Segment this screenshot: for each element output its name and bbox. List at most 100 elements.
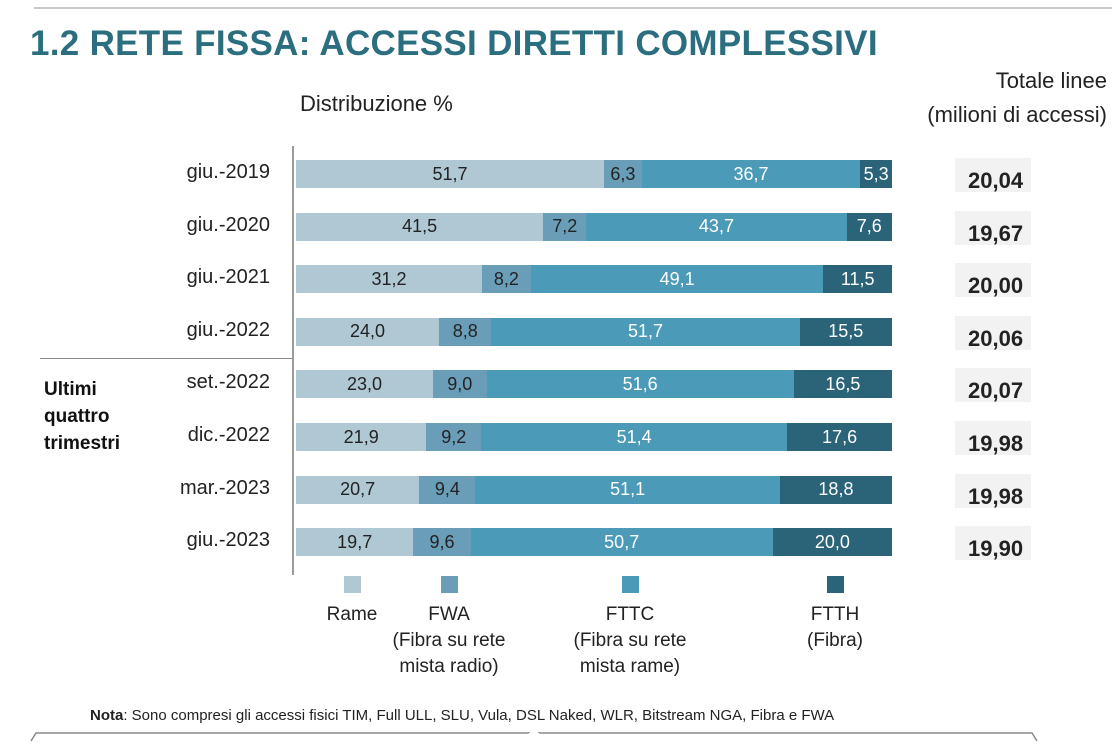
totals-header: Totale linee (milioni di accessi) xyxy=(862,64,1107,132)
data-label: 11,5 xyxy=(840,268,875,289)
category-label: giu.-2020 xyxy=(186,213,270,236)
data-label: 51,1 xyxy=(610,479,646,500)
data-label: 41,5 xyxy=(402,216,438,237)
legend-label-rame: Rame xyxy=(252,602,452,628)
total-value: 20,00 xyxy=(968,273,1024,299)
category-label: mar.-2023 xyxy=(179,476,270,499)
data-label: 21,9 xyxy=(343,426,379,447)
bar-segment-fttc: 50,7 xyxy=(470,528,773,557)
data-label: 23,0 xyxy=(346,373,382,394)
bar-segment-fwa: 7,2 xyxy=(543,212,587,241)
footnote-text: : Sono compresi gli accessi fisici TIM, … xyxy=(123,707,835,724)
total-box xyxy=(955,368,1031,403)
bar-segment-ftth: 20,0 xyxy=(772,528,892,557)
total-value: 20,07 xyxy=(968,378,1024,404)
category-label: giu.-2019 xyxy=(186,161,270,183)
bar-segment-fwa: 8,2 xyxy=(481,265,531,294)
total-value: 19,90 xyxy=(968,536,1024,562)
bar-segment-fwa: 9,6 xyxy=(413,528,471,557)
data-label: 6,3 xyxy=(610,163,636,184)
data-label: 50,7 xyxy=(604,531,640,552)
bar-segment-ftth: 16,5 xyxy=(793,370,892,399)
data-label: 36,7 xyxy=(733,163,769,184)
bar-segment-fttc: 51,4 xyxy=(481,423,788,451)
group-label-line-1: Ultimi xyxy=(44,379,97,400)
bar-segment-rame: 31,2 xyxy=(296,265,482,294)
legend-label-line: FTTH xyxy=(810,604,860,625)
data-label: 18,8 xyxy=(818,479,854,500)
bar-segment-ftth: 18,8 xyxy=(779,475,892,504)
data-label: 8,8 xyxy=(452,321,478,342)
top-rule xyxy=(34,7,1112,9)
total-value: 19,98 xyxy=(968,483,1024,509)
total-box xyxy=(955,526,1031,561)
total-box xyxy=(955,263,1031,298)
total-value: 20,04 xyxy=(968,168,1024,193)
bar-segment-ftth: 7,6 xyxy=(846,212,892,241)
legend-label-line: FTTC xyxy=(605,604,655,625)
legend-label-fttc: FTTC (Fibra su rete mista rame) xyxy=(530,602,730,680)
total-value: 20,06 xyxy=(968,325,1024,351)
bar-segment-ftth: 17,6 xyxy=(787,423,892,451)
category-label: set.-2022 xyxy=(186,371,270,394)
bar-segment-rame: 24,0 xyxy=(296,317,440,346)
stacked-bar: 21,9 9,2 51,4 17,6 xyxy=(296,423,892,451)
bar-segment-fwa: 8,8 xyxy=(439,317,492,346)
total-box xyxy=(955,315,1031,350)
data-label: 8,2 xyxy=(493,268,519,289)
group-label: Ultimi quattro trimestri xyxy=(44,376,120,457)
bar-segment-fttc: 51,6 xyxy=(486,370,794,399)
legend-label-line: Rame xyxy=(326,604,378,625)
stacked-bar: 24,0 8,8 51,7 15,5 xyxy=(296,317,892,346)
data-label: 51,7 xyxy=(432,163,468,184)
bar-segment-fwa: 9,0 xyxy=(432,370,487,399)
data-label: 5,3 xyxy=(863,163,889,184)
legend-label-line: FWA xyxy=(428,604,470,625)
data-label: 15,5 xyxy=(828,321,864,342)
bar-segment-fttc: 36,7 xyxy=(641,160,861,188)
data-label: 16,5 xyxy=(825,373,861,394)
footnote-label: Nota xyxy=(90,707,124,724)
data-label: 9,2 xyxy=(441,426,467,447)
data-label: 49,1 xyxy=(659,268,695,289)
stacked-bar: 23,0 9,0 51,6 16,5 xyxy=(296,370,892,399)
totals-header-line-2: (milioni di accessi) xyxy=(927,102,1107,127)
data-label: 19,7 xyxy=(337,531,373,552)
bar-segment-fttc: 43,7 xyxy=(586,212,847,241)
bar-segment-fwa: 9,2 xyxy=(426,423,482,451)
data-label: 51,6 xyxy=(622,373,658,394)
legend-swatch-ftth xyxy=(827,576,844,593)
footnote: Nota: Sono compresi gli accessi fisici T… xyxy=(90,707,834,724)
data-label: 51,7 xyxy=(628,321,664,342)
bar-segment-rame: 19,7 xyxy=(296,528,414,557)
totals-header-line-1: Totale linee xyxy=(995,68,1107,93)
bar-segment-rame: 51,7 xyxy=(296,160,605,188)
data-label: 31,2 xyxy=(371,268,407,289)
total-value: 19,98 xyxy=(968,431,1024,456)
bar-segment-fttc: 49,1 xyxy=(530,265,824,294)
group-label-line-2: quattro xyxy=(44,406,110,427)
stacked-bar: 41,5 7,2 43,7 7,6 xyxy=(296,212,892,241)
stacked-bar: 19,7 9,6 50,7 20,0 xyxy=(296,528,892,557)
total-box xyxy=(955,158,1031,192)
data-label: 51,4 xyxy=(616,426,652,447)
legend-label-ftth: FTTH (Fibra) xyxy=(735,602,935,654)
group-label-line-3: trimestri xyxy=(44,433,121,454)
legend-label-line: mista radio) xyxy=(399,656,499,677)
page-title: 1.2 RETE FISSA: ACCESSI DIRETTI COMPLESS… xyxy=(30,24,878,63)
bar-segment-ftth: 15,5 xyxy=(799,317,892,346)
data-label: 9,6 xyxy=(429,531,455,552)
bar-segment-rame: 21,9 xyxy=(296,423,427,451)
bar-segment-fttc: 51,1 xyxy=(475,475,780,504)
legend-swatch-rame xyxy=(344,576,361,593)
category-label: giu.-2021 xyxy=(186,266,270,289)
category-label: giu.-2023 xyxy=(186,529,270,552)
bar-segment-fwa: 9,4 xyxy=(419,475,476,504)
legend-label-fwa: FWA (Fibra su rete mista radio) xyxy=(349,602,549,680)
total-box xyxy=(955,421,1031,455)
legend-swatch-fwa xyxy=(441,576,458,593)
data-label: 9,0 xyxy=(447,373,473,394)
total-box xyxy=(955,210,1031,245)
bar-segment-rame: 23,0 xyxy=(296,370,433,399)
bar-segment-rame: 41,5 xyxy=(296,212,544,241)
